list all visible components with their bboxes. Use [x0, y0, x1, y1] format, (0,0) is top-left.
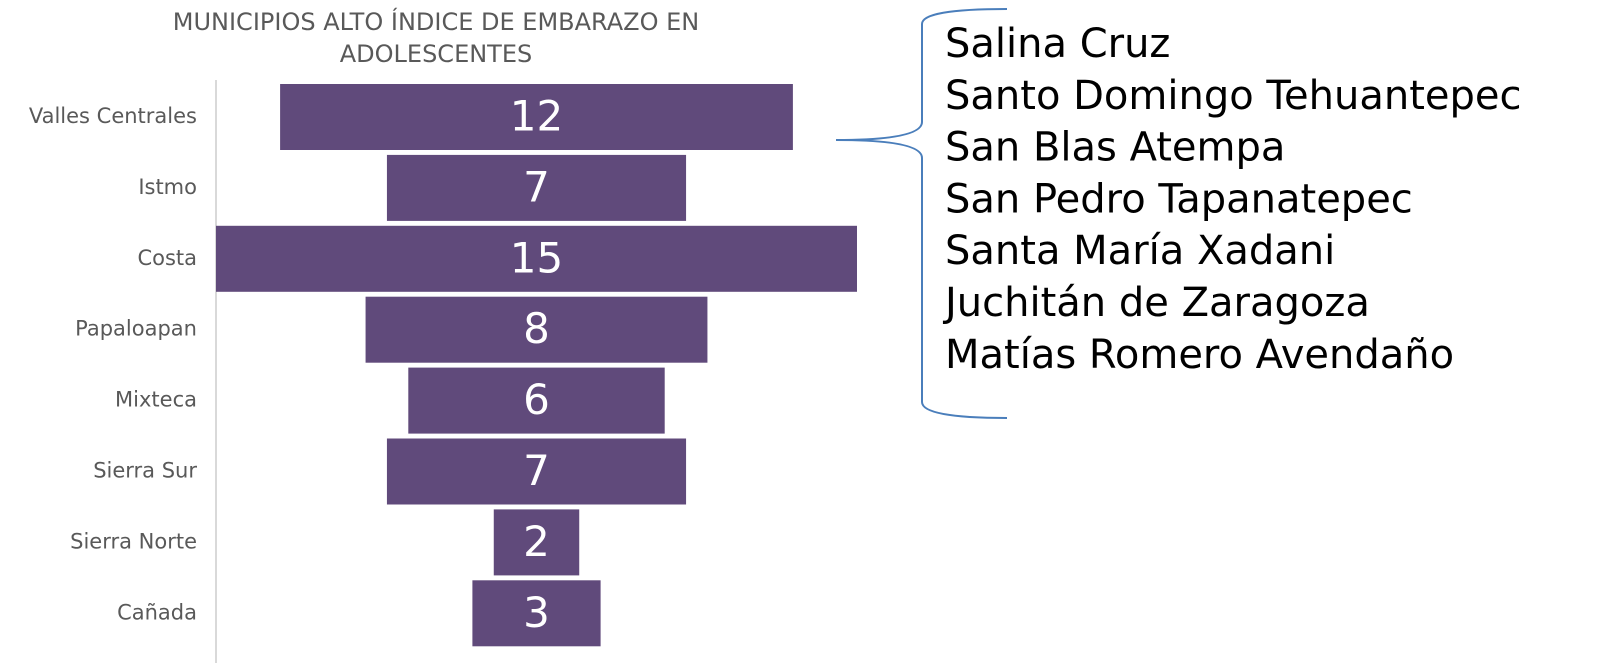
category-label: Costa: [137, 246, 197, 270]
bar: [386, 154, 687, 221]
bar: [408, 367, 665, 434]
brace: [835, 8, 1008, 419]
annotation: Santo Domingo Tehuantepec: [945, 73, 1522, 119]
value-label: 12: [510, 92, 563, 141]
category-label: Mixteca: [115, 388, 197, 412]
value-label: 7: [523, 446, 550, 495]
annotation: Salina Cruz: [945, 21, 1170, 67]
annotation: San Blas Atempa: [945, 125, 1285, 171]
value-label: 3: [523, 588, 550, 637]
category-label: Cañada: [117, 600, 197, 624]
category-label: Sierra Sur: [93, 459, 197, 483]
bar: [216, 225, 857, 292]
annotation: Juchitán de Zaragoza: [942, 280, 1370, 326]
bar: [365, 296, 708, 363]
bar: [386, 438, 687, 505]
value-label: 6: [523, 375, 550, 424]
value-label: 7: [523, 162, 550, 211]
category-label: Istmo: [138, 175, 197, 199]
annotation: Matías Romero Avendaño: [945, 332, 1454, 378]
chart-title: MUNICIPIOS ALTO ÍNDICE DE EMBARAZO EN AD…: [172, 8, 700, 68]
annotation: Santa María Xadani: [945, 228, 1335, 274]
category-label: Valles Centrales: [29, 104, 197, 128]
category-label: Papaloapan: [75, 317, 197, 341]
annotation: San Pedro Tapanatepec: [945, 176, 1413, 222]
bar: [280, 84, 793, 150]
value-label: 2: [523, 517, 550, 566]
category-label: Sierra Norte: [70, 529, 197, 553]
value-label: 8: [523, 304, 550, 353]
bar: [493, 509, 580, 576]
bar: [472, 580, 601, 647]
value-label: 15: [510, 233, 563, 282]
